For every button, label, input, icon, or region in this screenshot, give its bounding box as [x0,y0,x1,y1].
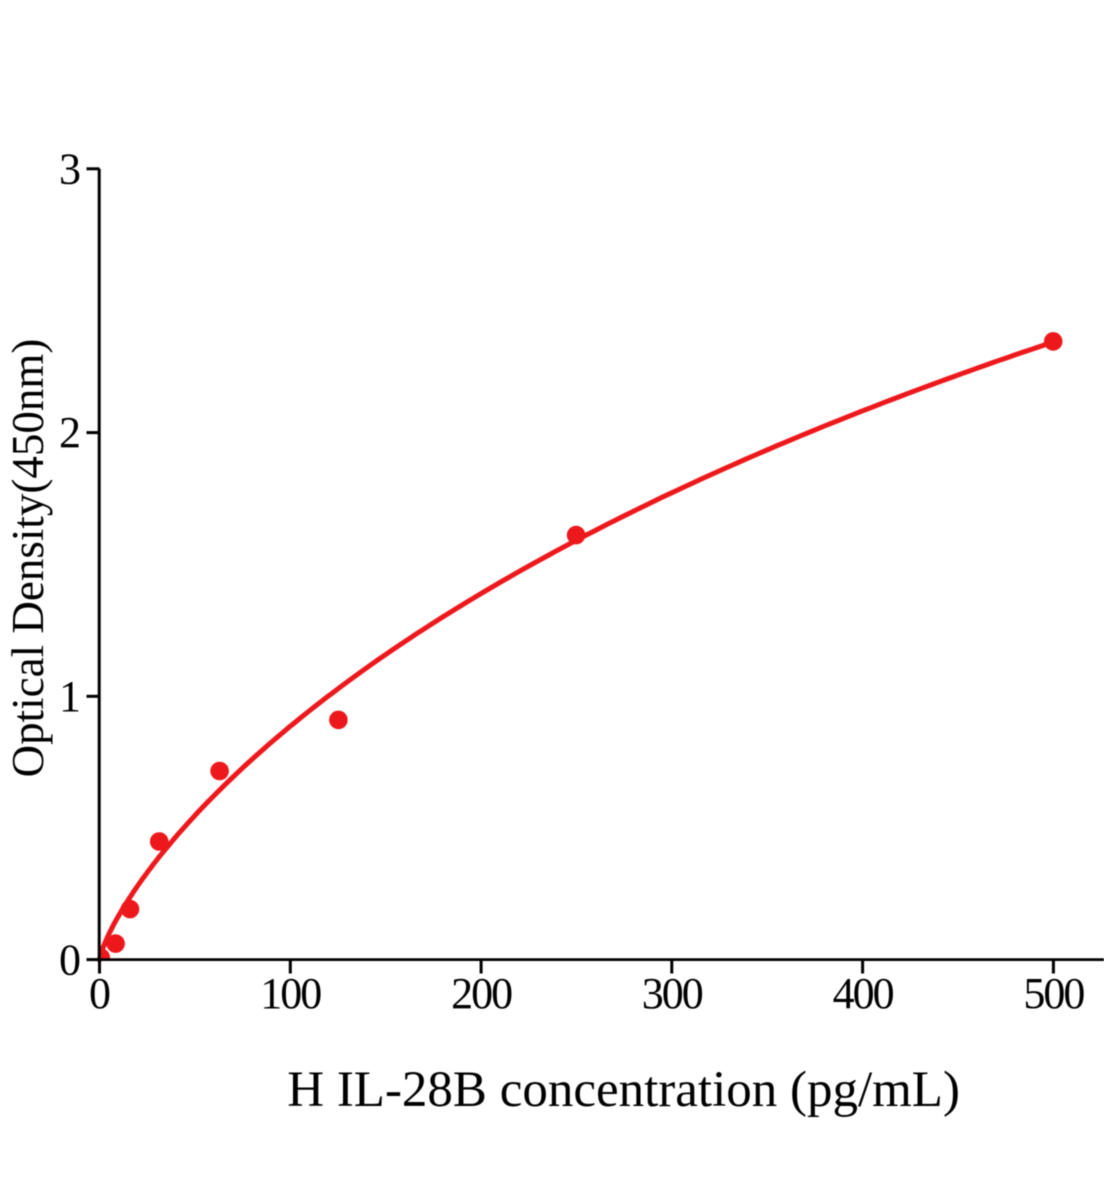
svg-text:2: 2 [59,408,81,457]
svg-text:3: 3 [59,144,81,193]
svg-text:100: 100 [260,969,321,1018]
svg-text:1: 1 [59,672,81,721]
svg-text:H IL-28B concentration (pg/mL): H IL-28B concentration (pg/mL) [287,1062,960,1118]
svg-text:0: 0 [59,936,81,985]
svg-text:0: 0 [89,969,111,1018]
svg-text:400: 400 [833,969,894,1018]
svg-text:500: 500 [1023,969,1084,1018]
svg-text:Optical Density(450nm): Optical Density(450nm) [3,339,53,778]
svg-text:200: 200 [451,969,512,1018]
svg-text:300: 300 [642,969,703,1018]
